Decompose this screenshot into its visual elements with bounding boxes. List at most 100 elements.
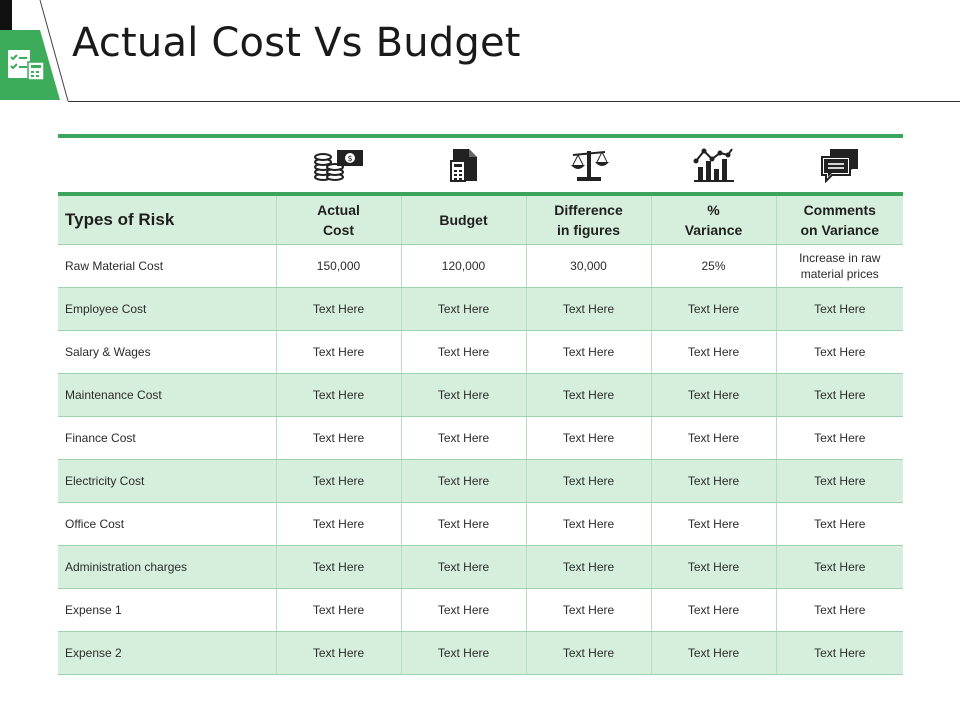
cell-difference: Text Here [526, 416, 652, 460]
cell-type: Administration charges [58, 545, 277, 589]
cell-comment: Text Here [776, 373, 903, 417]
cell-variance: Text Here [651, 330, 777, 374]
scale-balance-icon [526, 138, 651, 192]
cell-difference: Text Here [526, 545, 652, 589]
table-row: Salary & Wages Text Here Text Here Text … [58, 330, 903, 374]
cell-budget: Text Here [401, 330, 527, 374]
clipboard-icon [8, 50, 45, 81]
cell-actual: Text Here [276, 373, 402, 417]
cell-budget: Text Here [401, 631, 527, 675]
cell-actual: Text Here [276, 416, 402, 460]
header-variance: % Variance [651, 196, 777, 245]
svg-text:$: $ [347, 154, 352, 163]
page-title: Actual Cost Vs Budget [72, 20, 521, 66]
cell-variance: Text Here [651, 416, 777, 460]
icon-row: $ [58, 138, 903, 196]
cell-comment: Text Here [776, 459, 903, 503]
cell-comment: Text Here [776, 545, 903, 589]
cell-budget: Text Here [401, 373, 527, 417]
table-row: Expense 1 Text Here Text Here Text Here … [58, 588, 903, 632]
header-comments: Comments on Variance [776, 196, 903, 245]
cell-actual: Text Here [276, 631, 402, 675]
cell-difference: Text Here [526, 287, 652, 331]
cell-difference: Text Here [526, 330, 652, 374]
table-top-bar [58, 134, 903, 138]
money-stack-icon: $ [276, 138, 401, 192]
cell-comment: Text Here [776, 287, 903, 331]
cell-difference: Text Here [526, 631, 652, 675]
header-comments-line1: Comments [803, 202, 876, 218]
header-difference: Difference in figures [526, 196, 652, 245]
cell-variance: Text Here [651, 373, 777, 417]
cost-table: Types of Risk Actual Cost Budget Differe… [58, 196, 903, 675]
cell-type: Expense 1 [58, 588, 277, 632]
cell-type: Office Cost [58, 502, 277, 546]
cell-comment: Text Here [776, 502, 903, 546]
cell-comment: Text Here [776, 416, 903, 460]
cell-actual: 150,000 [276, 244, 402, 288]
calculator-document-icon [401, 138, 526, 192]
cell-comment: Increase in raw material prices [776, 244, 903, 288]
header-actual-cost: Actual Cost [276, 196, 402, 245]
cell-comment: Text Here [776, 588, 903, 632]
table-row: Raw Material Cost 150,000 120,000 30,000… [58, 244, 903, 288]
cost-table-section: $ [58, 134, 903, 675]
cell-variance: Text Here [651, 459, 777, 503]
table-row: Administration charges Text Here Text He… [58, 545, 903, 589]
cell-actual: Text Here [276, 502, 402, 546]
clipboard-badge [0, 0, 69, 102]
cell-budget: 120,000 [401, 244, 527, 288]
cell-variance: Text Here [651, 631, 777, 675]
header-budget: Budget [401, 196, 527, 245]
cell-type: Electricity Cost [58, 459, 277, 503]
cell-difference: Text Here [526, 373, 652, 417]
cell-budget: Text Here [401, 416, 527, 460]
table-row: Expense 2 Text Here Text Here Text Here … [58, 631, 903, 675]
cell-actual: Text Here [276, 287, 402, 331]
table-row: Maintenance Cost Text Here Text Here Tex… [58, 373, 903, 417]
cell-difference: Text Here [526, 588, 652, 632]
cell-actual: Text Here [276, 545, 402, 589]
header-variance-line1: % [707, 202, 720, 218]
cell-difference: Text Here [526, 502, 652, 546]
icon-spacer [58, 138, 276, 192]
cell-variance: Text Here [651, 287, 777, 331]
cell-variance: Text Here [651, 545, 777, 589]
cell-comment: Text Here [776, 330, 903, 374]
cell-comment: Text Here [776, 631, 903, 675]
header-types-of-risk: Types of Risk [58, 196, 277, 245]
cell-type: Employee Cost [58, 287, 277, 331]
cell-budget: Text Here [401, 588, 527, 632]
cell-actual: Text Here [276, 330, 402, 374]
table-row: Finance Cost Text Here Text Here Text He… [58, 416, 903, 460]
cell-actual: Text Here [276, 459, 402, 503]
cell-actual: Text Here [276, 588, 402, 632]
cell-variance: Text Here [651, 588, 777, 632]
cell-type: Maintenance Cost [58, 373, 277, 417]
header-actual-cost-line2: Cost [322, 222, 355, 238]
cell-type: Salary & Wages [58, 330, 277, 374]
bar-line-chart-icon [651, 138, 776, 192]
table-header-row: Types of Risk Actual Cost Budget Differe… [58, 196, 903, 245]
cell-variance: 25% [651, 244, 777, 288]
header-actual-cost-line1: Actual [317, 202, 360, 218]
speech-bubbles-icon [776, 138, 903, 192]
header-comments-line2: on Variance [800, 222, 880, 238]
cell-type: Expense 2 [58, 631, 277, 675]
header-variance-line2: Variance [684, 222, 743, 238]
cell-variance: Text Here [651, 502, 777, 546]
header-difference-line2: in figures [556, 222, 620, 238]
table-row: Employee Cost Text Here Text Here Text H… [58, 287, 903, 331]
cell-comment-line1: Increase in raw [799, 251, 881, 265]
cell-budget: Text Here [401, 287, 527, 331]
cell-budget: Text Here [401, 502, 527, 546]
cell-type: Finance Cost [58, 416, 277, 460]
cell-budget: Text Here [401, 545, 527, 589]
table-row: Electricity Cost Text Here Text Here Tex… [58, 459, 903, 503]
title-divider [68, 101, 960, 102]
table-row: Office Cost Text Here Text Here Text Her… [58, 502, 903, 546]
cell-difference: 30,000 [526, 244, 652, 288]
cell-comment-line2: material prices [800, 267, 879, 281]
corner-accent [0, 0, 12, 30]
cell-type: Raw Material Cost [58, 244, 277, 288]
